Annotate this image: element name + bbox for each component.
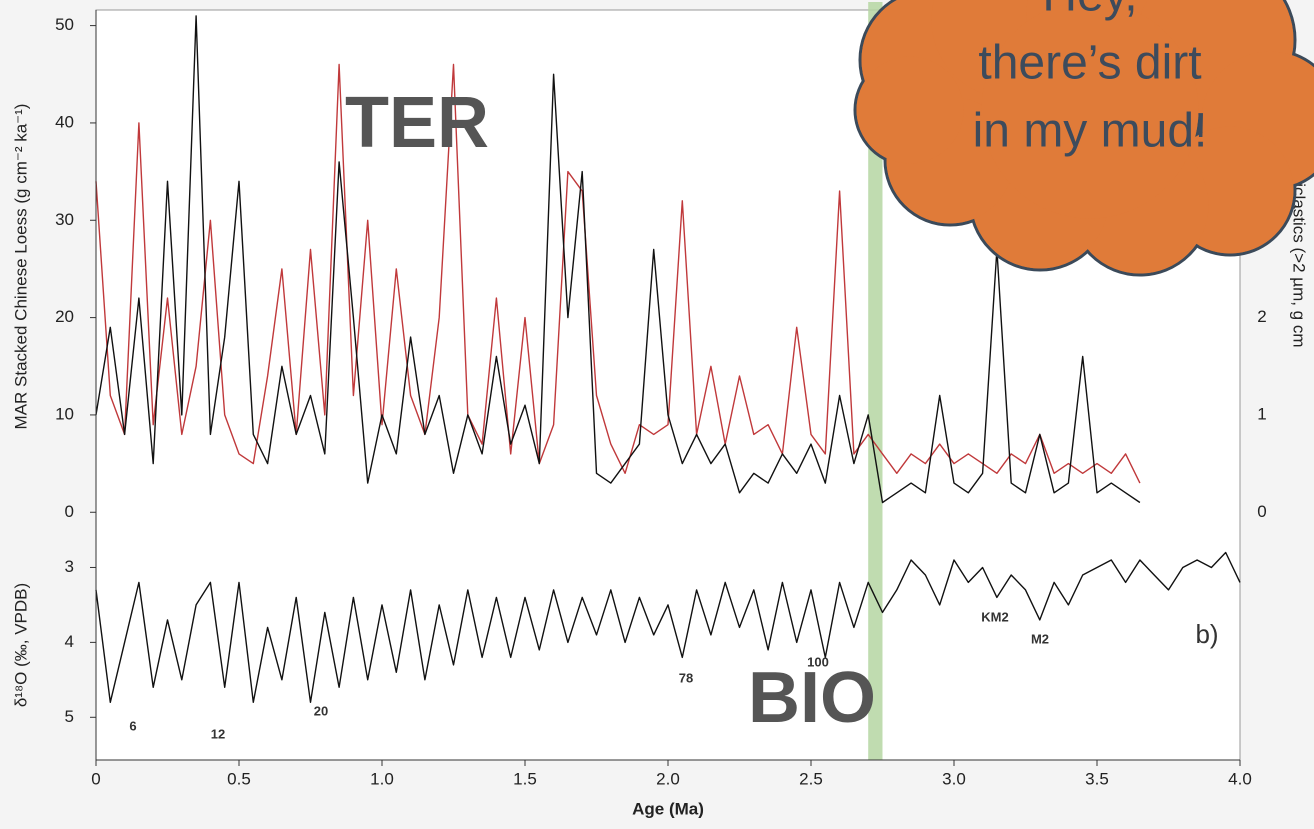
panel-annotation: BIO xyxy=(748,658,876,738)
y2-tick-label: 2 xyxy=(1257,307,1266,326)
peak-label: 20 xyxy=(314,703,328,718)
panel-annotation: TER xyxy=(345,83,489,163)
cloud-puff xyxy=(981,1,1199,219)
peak-label: KM2 xyxy=(981,609,1008,624)
x-tick-label: 0 xyxy=(91,769,100,788)
peak-label: M2 xyxy=(1031,631,1049,646)
callout-text: in my mud! xyxy=(973,105,1208,158)
data-line xyxy=(95,551,1241,703)
callout-text: Hey, xyxy=(1042,0,1137,22)
x-tick-label: 3.0 xyxy=(942,769,966,788)
callout-cloud: Hey, there’s dirt in my mud! xyxy=(853,0,1314,277)
y-axis-label: MAR Stacked Chinese Loess (g cm⁻² ka⁻¹) xyxy=(11,104,30,430)
y-tick-label: 0 xyxy=(65,502,74,521)
y-tick-label: 3 xyxy=(65,557,74,576)
x-tick-label: 1.5 xyxy=(513,769,537,788)
peak-label: 100 xyxy=(807,654,829,669)
y-tick-label: 50 xyxy=(55,15,74,34)
x-tick-label: 4.0 xyxy=(1228,769,1252,788)
y-tick-label: 5 xyxy=(65,707,74,726)
y-tick-label: 30 xyxy=(55,210,74,229)
y-axis-label: δ¹⁸O (‰, VPDB) xyxy=(11,583,30,707)
callout-text: there’s dirt xyxy=(978,37,1201,90)
data-line xyxy=(95,63,1141,484)
x-tick-label: 0.5 xyxy=(227,769,251,788)
y2-tick-label: 0 xyxy=(1257,502,1266,521)
x-axis-label: Age (Ma) xyxy=(632,799,704,818)
data-line xyxy=(95,15,1141,504)
x-tick-label: 2.0 xyxy=(656,769,680,788)
highlight-band xyxy=(868,2,883,760)
cloud-puff xyxy=(856,56,964,164)
y-tick-label: 10 xyxy=(55,404,74,423)
x-tick-label: 1.0 xyxy=(370,769,394,788)
peak-label: 12 xyxy=(211,726,225,741)
y-tick-label: 4 xyxy=(65,632,74,651)
y-tick-label: 20 xyxy=(55,307,74,326)
y-tick-label: 40 xyxy=(55,112,74,131)
x-tick-label: 3.5 xyxy=(1085,769,1109,788)
peak-label: 6 xyxy=(129,718,136,733)
peak-label: b) xyxy=(1195,619,1218,649)
x-tick-label: 2.5 xyxy=(799,769,823,788)
y2-tick-label: 1 xyxy=(1257,404,1266,423)
peak-label: 78 xyxy=(679,670,693,685)
